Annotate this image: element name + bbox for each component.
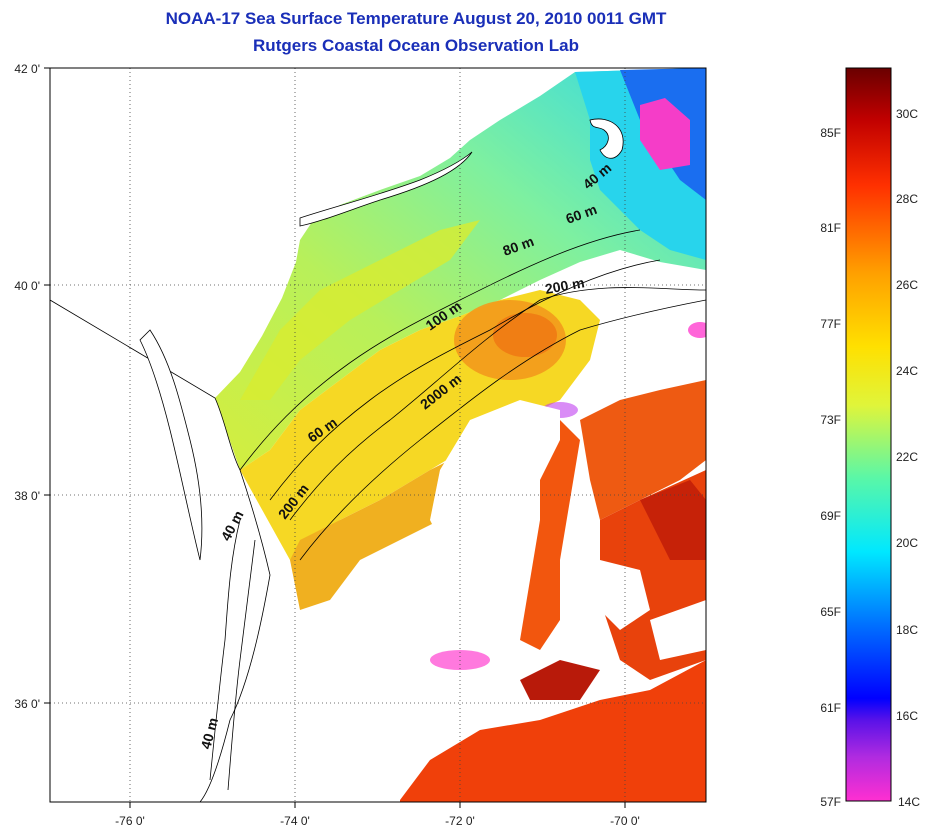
map-subtitle: Rutgers Coastal Ocean Observation Lab <box>253 36 579 55</box>
colorbar-fahrenheit-labels: 85F 81F 77F 73F 69F 65F 61F 57F <box>820 126 841 809</box>
colorbar-c-label: 30C <box>896 107 918 121</box>
colorbar-c-label: 20C <box>896 536 918 550</box>
colorbar-celsius-labels: 30C 28C 26C 24C 22C 20C 18C 16C 14C <box>896 107 920 809</box>
colorbar <box>845 67 892 802</box>
map-border <box>49 67 707 803</box>
colorbar-f-label: 69F <box>820 509 841 523</box>
lat-label: 42 0' <box>14 62 40 76</box>
lat-label: 40 0' <box>14 279 40 293</box>
colorbar-c-label: 14C <box>898 795 920 809</box>
sst-data-layer <box>215 68 706 802</box>
colorbar-f-label: 57F <box>820 795 841 809</box>
isobath-label: 200 m <box>544 274 586 297</box>
colorbar-c-label: 28C <box>896 192 918 206</box>
colorbar-c-label: 24C <box>896 364 918 378</box>
colorbar-f-label: 73F <box>820 413 841 427</box>
lon-label: -74 0' <box>280 814 310 828</box>
graticule <box>50 68 706 802</box>
lat-label: 38 0' <box>14 489 40 503</box>
colorbar-f-label: 85F <box>820 126 841 140</box>
colorbar-f-label: 77F <box>820 317 841 331</box>
isobath-label: 40 m <box>197 716 221 751</box>
axis-ticks <box>44 67 626 808</box>
coastline <box>49 118 624 803</box>
colorbar-f-label: 81F <box>820 221 841 235</box>
lon-label: -76 0' <box>115 814 145 828</box>
lon-label: -70 0' <box>610 814 640 828</box>
colorbar-c-label: 18C <box>896 623 918 637</box>
colorbar-f-label: 61F <box>820 701 841 715</box>
colorbar-c-label: 22C <box>896 450 918 464</box>
colorbar-c-label: 26C <box>896 278 918 292</box>
isobath-contours <box>209 229 707 791</box>
colorbar-c-label: 16C <box>896 709 918 723</box>
map-title: NOAA-17 Sea Surface Temperature August 2… <box>165 9 667 28</box>
lon-label: -72 0' <box>445 814 475 828</box>
lat-label: 36 0' <box>14 697 40 711</box>
colorbar-f-label: 65F <box>820 605 841 619</box>
